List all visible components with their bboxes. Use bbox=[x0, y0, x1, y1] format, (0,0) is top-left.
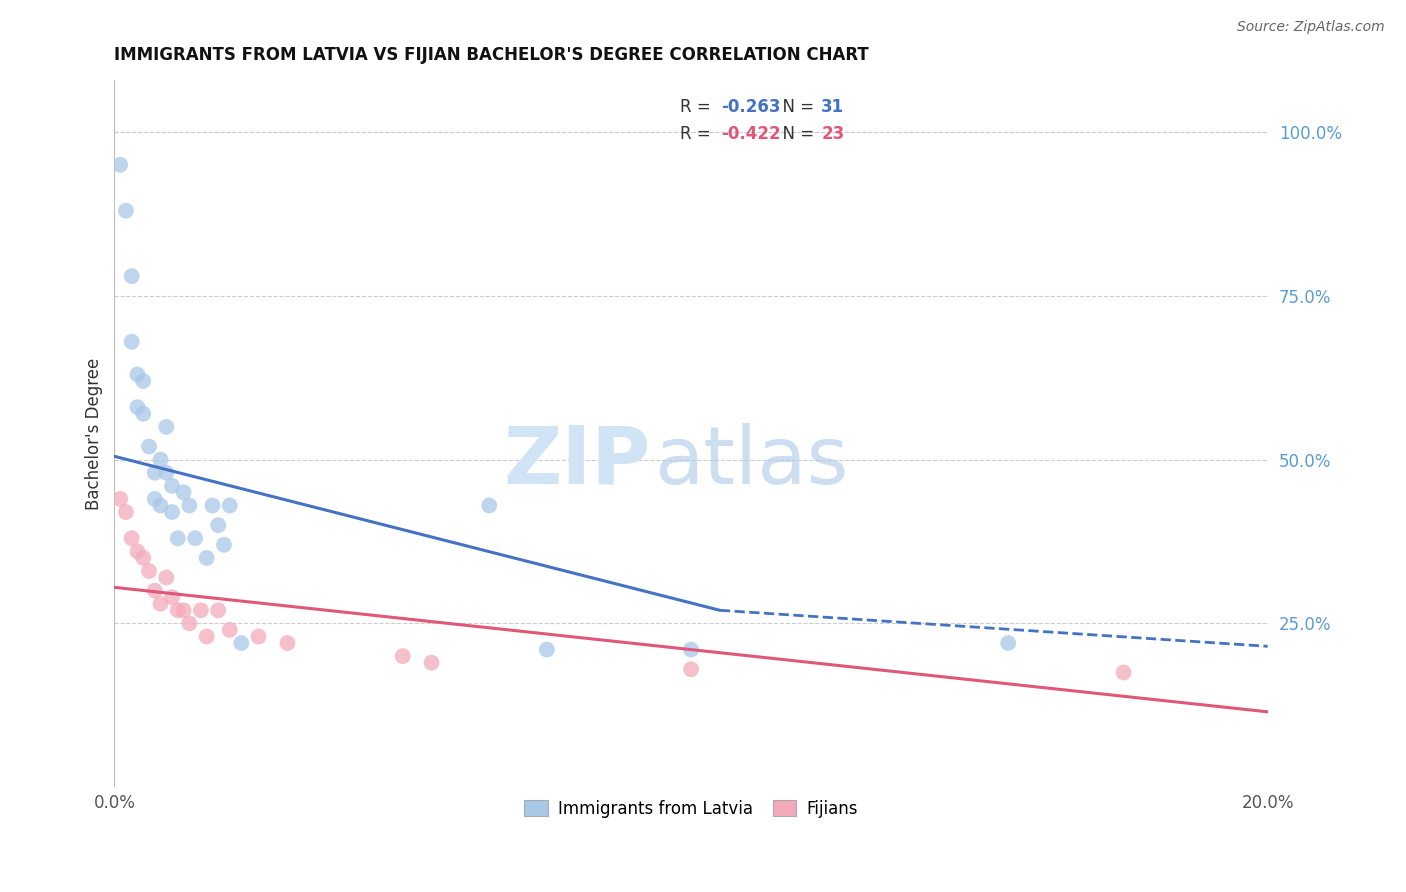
Point bbox=[179, 616, 201, 631]
Point bbox=[138, 440, 160, 454]
Text: 31: 31 bbox=[821, 97, 845, 116]
Text: atlas: atlas bbox=[654, 423, 848, 500]
Point bbox=[276, 636, 298, 650]
Text: -0.263: -0.263 bbox=[721, 97, 780, 116]
Point bbox=[247, 630, 270, 644]
Point bbox=[160, 590, 183, 604]
Text: R =: R = bbox=[679, 125, 716, 143]
Point bbox=[132, 550, 155, 565]
Point bbox=[115, 203, 138, 218]
Point bbox=[108, 158, 131, 172]
Point bbox=[201, 499, 224, 513]
Point bbox=[132, 407, 155, 421]
Point bbox=[149, 499, 172, 513]
Point bbox=[173, 485, 195, 500]
Point bbox=[173, 603, 195, 617]
Point bbox=[127, 368, 149, 382]
Point bbox=[127, 401, 149, 415]
Point bbox=[121, 269, 143, 284]
Point bbox=[143, 491, 166, 506]
Point bbox=[149, 597, 172, 611]
Point bbox=[195, 550, 218, 565]
Point bbox=[160, 479, 183, 493]
Point bbox=[166, 603, 188, 617]
Text: Source: ZipAtlas.com: Source: ZipAtlas.com bbox=[1237, 20, 1385, 34]
Point bbox=[121, 531, 143, 545]
Point bbox=[195, 630, 218, 644]
Text: N =: N = bbox=[772, 97, 820, 116]
Point bbox=[218, 499, 240, 513]
Point bbox=[212, 538, 235, 552]
Point bbox=[231, 636, 253, 650]
Point bbox=[143, 466, 166, 480]
Point bbox=[160, 505, 183, 519]
Point bbox=[127, 544, 149, 558]
Point bbox=[179, 499, 201, 513]
Point bbox=[207, 518, 229, 533]
Point bbox=[143, 583, 166, 598]
Point bbox=[218, 623, 240, 637]
Text: IMMIGRANTS FROM LATVIA VS FIJIAN BACHELOR'S DEGREE CORRELATION CHART: IMMIGRANTS FROM LATVIA VS FIJIAN BACHELO… bbox=[114, 46, 869, 64]
Point bbox=[121, 334, 143, 349]
Point bbox=[536, 642, 558, 657]
Point bbox=[478, 499, 501, 513]
Y-axis label: Bachelor's Degree: Bachelor's Degree bbox=[86, 358, 103, 509]
Point bbox=[138, 564, 160, 578]
Point bbox=[420, 656, 443, 670]
Point bbox=[997, 636, 1019, 650]
Text: R =: R = bbox=[679, 97, 716, 116]
Point bbox=[115, 505, 138, 519]
Point bbox=[207, 603, 229, 617]
Point bbox=[149, 452, 172, 467]
Point bbox=[679, 662, 702, 676]
Point bbox=[679, 642, 702, 657]
Point bbox=[184, 531, 207, 545]
Point bbox=[391, 649, 413, 664]
Point bbox=[1112, 665, 1135, 680]
Point bbox=[108, 491, 131, 506]
Text: -0.422: -0.422 bbox=[721, 125, 780, 143]
Text: ZIP: ZIP bbox=[503, 423, 651, 500]
Legend: Immigrants from Latvia, Fijians: Immigrants from Latvia, Fijians bbox=[517, 794, 865, 825]
Point bbox=[132, 374, 155, 388]
Text: 23: 23 bbox=[821, 125, 845, 143]
Point bbox=[166, 531, 188, 545]
Text: N =: N = bbox=[772, 125, 820, 143]
Point bbox=[155, 570, 177, 584]
Point bbox=[155, 466, 177, 480]
Point bbox=[190, 603, 212, 617]
Point bbox=[155, 420, 177, 434]
